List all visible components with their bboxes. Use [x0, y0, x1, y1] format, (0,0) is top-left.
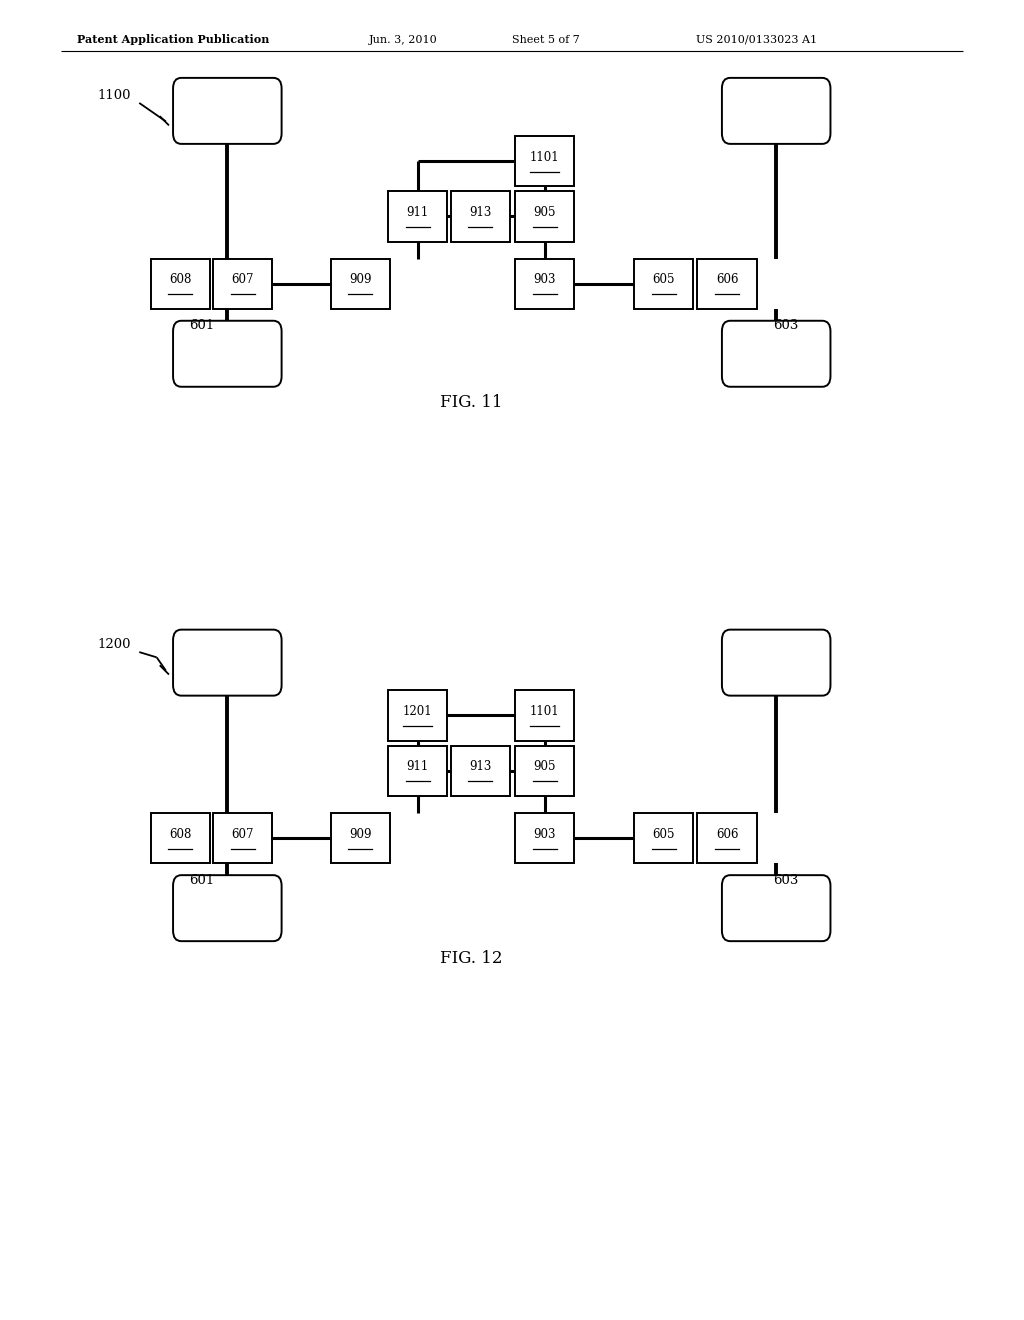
FancyBboxPatch shape [213, 259, 272, 309]
Text: 607: 607 [231, 273, 254, 286]
Text: Jun. 3, 2010: Jun. 3, 2010 [369, 34, 437, 45]
FancyBboxPatch shape [451, 191, 510, 242]
FancyBboxPatch shape [697, 813, 757, 863]
FancyBboxPatch shape [173, 875, 282, 941]
Text: FIG. 12: FIG. 12 [439, 950, 503, 966]
FancyBboxPatch shape [388, 690, 447, 741]
Text: 601: 601 [189, 319, 215, 333]
FancyBboxPatch shape [173, 630, 282, 696]
Text: 603: 603 [773, 874, 799, 887]
FancyBboxPatch shape [388, 191, 447, 242]
FancyBboxPatch shape [151, 259, 210, 309]
FancyBboxPatch shape [722, 630, 830, 696]
FancyBboxPatch shape [451, 746, 510, 796]
FancyBboxPatch shape [515, 813, 574, 863]
Text: 911: 911 [407, 760, 429, 774]
Text: 905: 905 [534, 206, 556, 219]
Text: 909: 909 [349, 273, 372, 286]
FancyBboxPatch shape [722, 78, 830, 144]
FancyBboxPatch shape [331, 259, 390, 309]
Text: 1201: 1201 [403, 705, 432, 718]
FancyBboxPatch shape [213, 813, 272, 863]
FancyBboxPatch shape [515, 690, 574, 741]
Text: 608: 608 [169, 828, 191, 841]
Text: 601: 601 [189, 874, 215, 887]
Text: 905: 905 [534, 760, 556, 774]
Text: 603: 603 [773, 319, 799, 333]
FancyBboxPatch shape [722, 321, 830, 387]
FancyBboxPatch shape [634, 813, 693, 863]
Text: 607: 607 [231, 828, 254, 841]
Text: 903: 903 [534, 828, 556, 841]
Text: 606: 606 [716, 273, 738, 286]
Text: 1101: 1101 [530, 705, 559, 718]
FancyBboxPatch shape [515, 746, 574, 796]
FancyBboxPatch shape [515, 136, 574, 186]
Text: 911: 911 [407, 206, 429, 219]
Text: 1200: 1200 [97, 638, 131, 651]
FancyBboxPatch shape [151, 813, 210, 863]
FancyBboxPatch shape [697, 259, 757, 309]
Text: FIG. 11: FIG. 11 [439, 395, 503, 411]
Text: 913: 913 [469, 760, 492, 774]
Text: Sheet 5 of 7: Sheet 5 of 7 [512, 34, 580, 45]
Text: US 2010/0133023 A1: US 2010/0133023 A1 [696, 34, 817, 45]
Text: 903: 903 [534, 273, 556, 286]
Text: Patent Application Publication: Patent Application Publication [77, 34, 269, 45]
Text: 909: 909 [349, 828, 372, 841]
Text: 605: 605 [652, 828, 675, 841]
FancyBboxPatch shape [515, 259, 574, 309]
Text: 1101: 1101 [530, 150, 559, 164]
Text: 1100: 1100 [97, 88, 131, 102]
FancyBboxPatch shape [173, 321, 282, 387]
Text: 913: 913 [469, 206, 492, 219]
FancyBboxPatch shape [331, 813, 390, 863]
FancyBboxPatch shape [388, 746, 447, 796]
Text: 605: 605 [652, 273, 675, 286]
FancyBboxPatch shape [722, 875, 830, 941]
Text: 608: 608 [169, 273, 191, 286]
Text: 606: 606 [716, 828, 738, 841]
FancyBboxPatch shape [515, 191, 574, 242]
FancyBboxPatch shape [634, 259, 693, 309]
FancyBboxPatch shape [173, 78, 282, 144]
